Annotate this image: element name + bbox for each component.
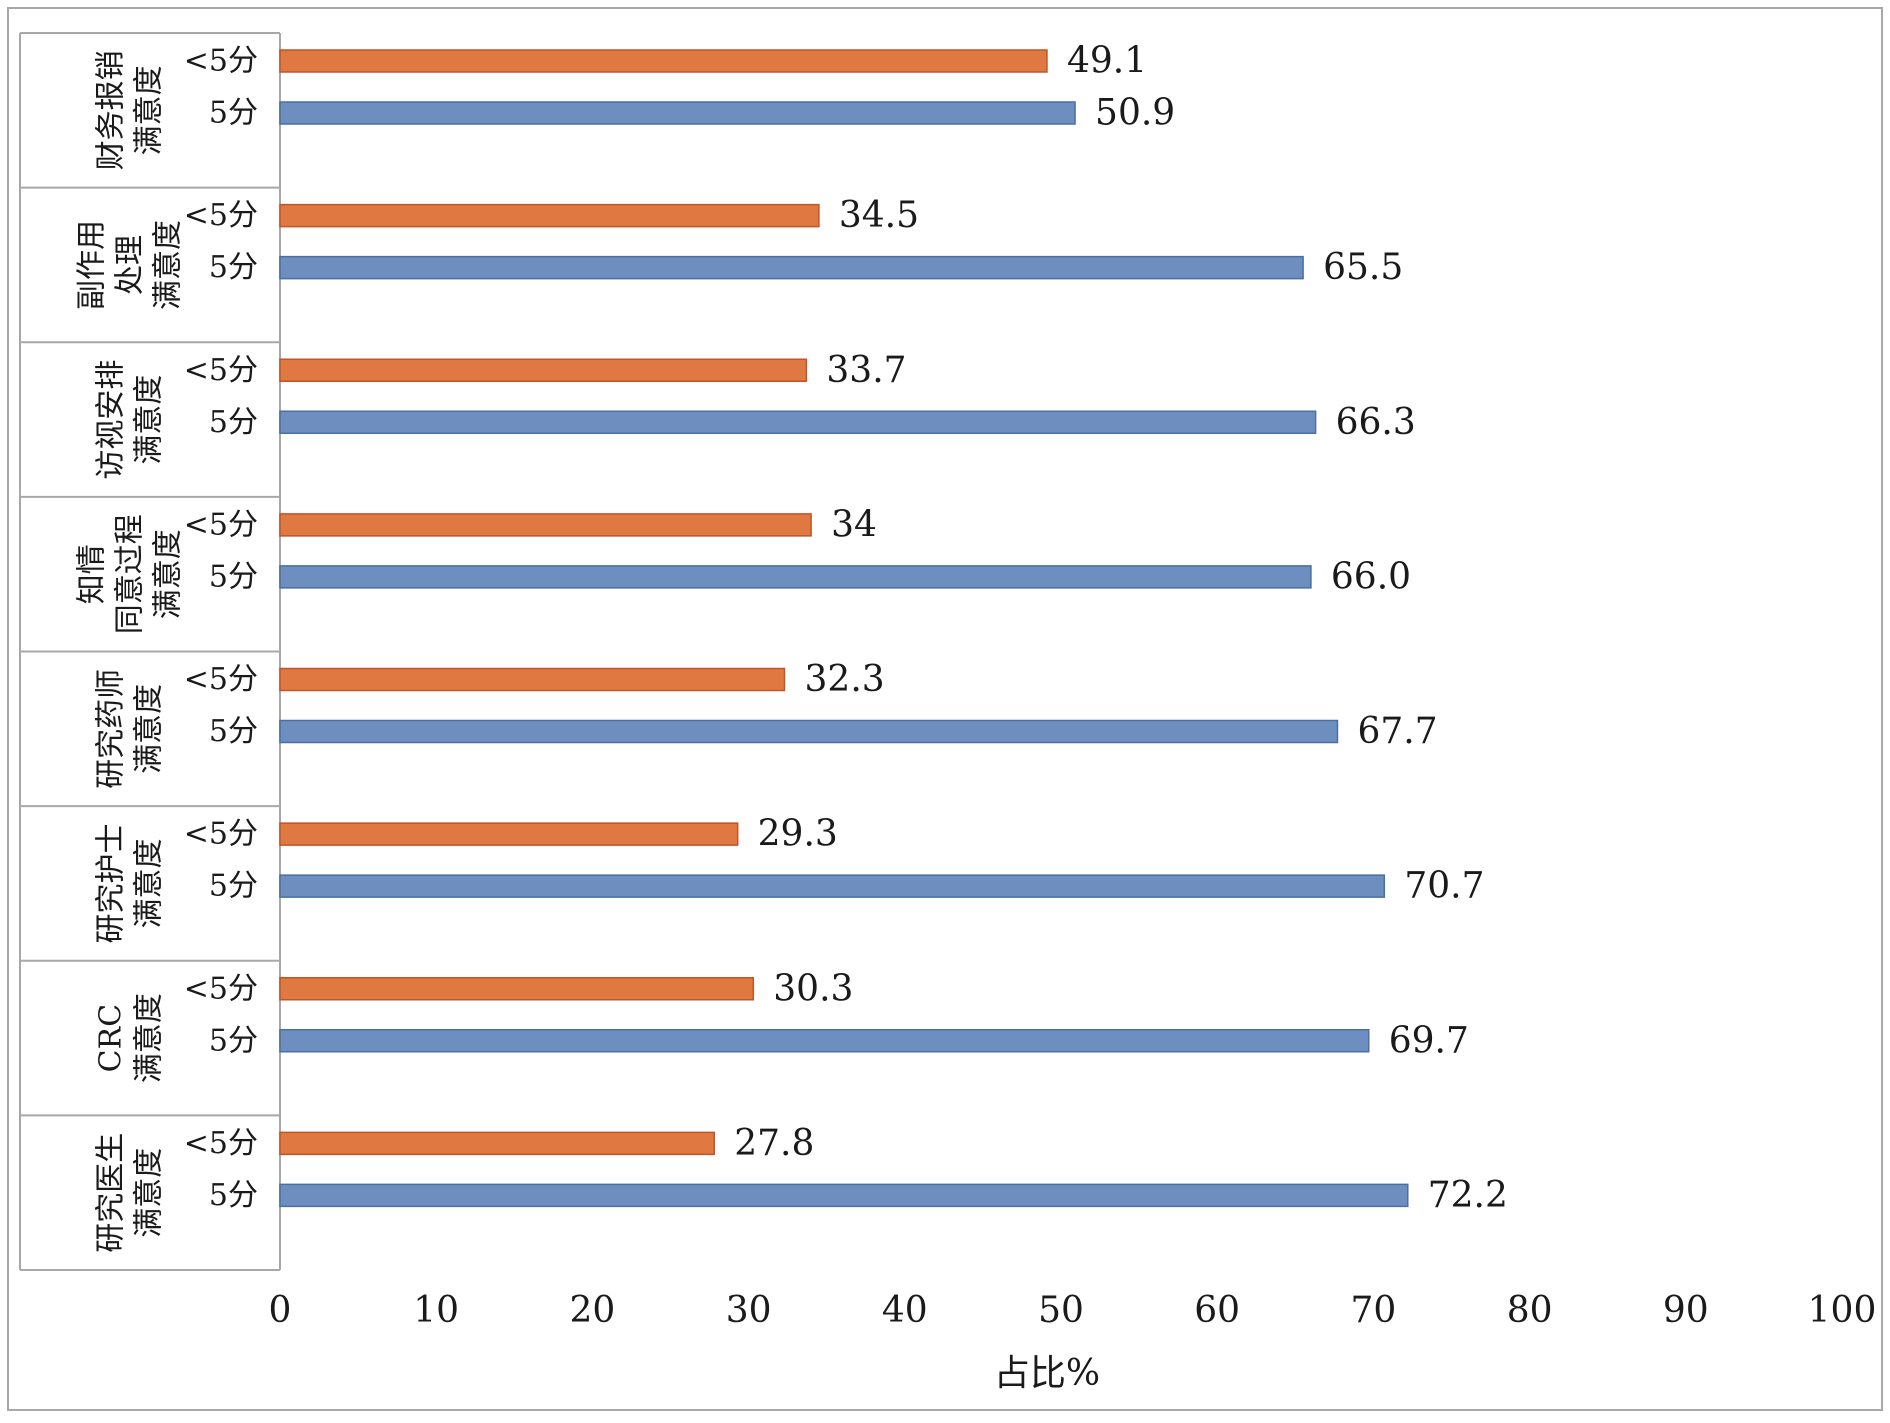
category-label: 满意度: [132, 65, 167, 155]
x-tick-label: 100: [1808, 1290, 1877, 1331]
bar-eq5: [279, 101, 1076, 125]
data-label: 67.7: [1357, 711, 1437, 752]
bar-lt5: [279, 358, 808, 382]
bar-sublabel: 5分: [209, 250, 258, 285]
chart-frame: [7, 7, 1883, 1411]
bar-sublabel: <5分: [184, 198, 258, 233]
data-label: 49.1: [1067, 41, 1147, 82]
category-label: 副作用: [75, 220, 110, 310]
data-label: 27.8: [734, 1123, 814, 1164]
bar-eq5: [279, 1183, 1409, 1208]
category-label: 访视安排: [94, 360, 129, 480]
category-label: 满意度: [151, 220, 186, 310]
x-tick-label: 70: [1350, 1290, 1396, 1331]
data-label: 34: [831, 504, 877, 545]
bar-sublabel: <5分: [184, 353, 258, 388]
bar-eq5: [279, 719, 1339, 744]
bar-sublabel: 5分: [209, 869, 258, 904]
data-label: 69.7: [1389, 1020, 1469, 1061]
category-label: 同意过程: [113, 514, 148, 634]
bar-lt5: [279, 977, 755, 1001]
bar-sublabel: 5分: [209, 714, 258, 749]
bar-eq5: [279, 410, 1317, 434]
bar-eq5: [279, 874, 1386, 898]
x-tick-label: 0: [269, 1290, 292, 1331]
x-tick-label: 60: [1194, 1290, 1240, 1331]
data-label: 65.5: [1323, 247, 1403, 288]
category-label: 处理: [113, 235, 148, 295]
x-tick-label: 90: [1663, 1290, 1709, 1331]
bar-sublabel: <5分: [184, 44, 258, 79]
data-label: 32.3: [805, 659, 885, 700]
category-label: 满意度: [132, 375, 167, 465]
category-label: 满意度: [132, 1148, 167, 1238]
bar-lt5: [279, 667, 786, 692]
category-label: 研究药师: [94, 669, 129, 789]
bar-sublabel: 5分: [209, 1023, 258, 1058]
data-label: 33.7: [826, 350, 906, 391]
bar-sublabel: <5分: [184, 817, 258, 852]
x-tick-label: 50: [1038, 1290, 1084, 1331]
bar-sublabel: <5分: [184, 1126, 258, 1161]
x-tick-label: 80: [1507, 1290, 1553, 1331]
bar-sublabel: <5分: [184, 971, 258, 1006]
bar-eq5: [279, 565, 1312, 589]
x-tick-label: 40: [882, 1290, 928, 1331]
bar-eq5: [279, 255, 1304, 280]
data-label: 50.9: [1095, 93, 1175, 134]
data-label: 30.3: [773, 968, 853, 1009]
data-label: 66.0: [1331, 556, 1411, 597]
category-label: 研究医生: [94, 1133, 129, 1253]
data-label: 34.5: [839, 195, 919, 236]
category-label: 财务报销: [94, 50, 129, 170]
category-label: 满意度: [151, 529, 186, 619]
bar-sublabel: 5分: [209, 96, 258, 131]
bar-lt5: [279, 49, 1048, 73]
data-label: 66.3: [1336, 402, 1416, 443]
bar-lt5: [279, 513, 812, 537]
x-tick-label: 10: [413, 1290, 459, 1331]
bar-lt5: [279, 203, 820, 228]
bar-sublabel: <5分: [184, 662, 258, 697]
x-axis-title: 占比%: [994, 1353, 1100, 1394]
x-tick-label: 30: [726, 1290, 772, 1331]
bar-sublabel: 5分: [209, 559, 258, 594]
category-label: CRC: [94, 1004, 129, 1073]
category-label: 满意度: [132, 684, 167, 774]
data-label: 72.2: [1428, 1175, 1508, 1216]
category-label: 满意度: [132, 993, 167, 1083]
bar-sublabel: 5分: [209, 405, 258, 440]
data-label: 29.3: [758, 814, 838, 855]
bar-lt5: [279, 1131, 715, 1156]
bar-sublabel: <5分: [184, 507, 258, 542]
category-label: 研究护士: [94, 823, 129, 943]
bar-eq5: [279, 1029, 1370, 1053]
data-label: 70.7: [1404, 866, 1484, 907]
bar-lt5: [279, 822, 739, 846]
category-label: 知情: [75, 544, 110, 604]
category-label: 满意度: [132, 838, 167, 928]
x-tick-label: 20: [569, 1290, 615, 1331]
bar-sublabel: 5分: [209, 1178, 258, 1213]
